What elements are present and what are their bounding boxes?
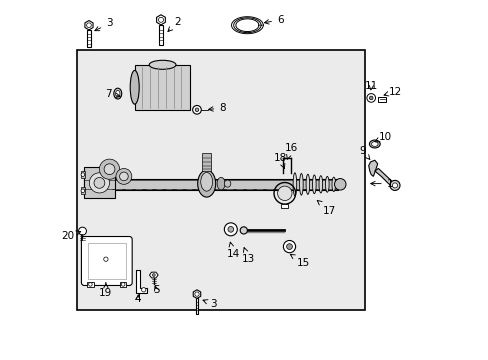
- Polygon shape: [193, 290, 200, 298]
- Text: 17: 17: [317, 201, 336, 216]
- Bar: [159, 25, 163, 45]
- Text: 19: 19: [99, 283, 112, 298]
- Bar: [88, 243, 125, 279]
- Circle shape: [334, 179, 346, 190]
- Circle shape: [158, 17, 163, 22]
- Text: 3: 3: [203, 299, 217, 309]
- Text: 2: 2: [167, 17, 181, 31]
- Polygon shape: [374, 168, 394, 188]
- Circle shape: [120, 172, 128, 181]
- Circle shape: [89, 173, 109, 193]
- Circle shape: [192, 105, 201, 114]
- Bar: [120, 282, 126, 287]
- Ellipse shape: [305, 174, 309, 194]
- Text: 9: 9: [359, 146, 369, 159]
- Polygon shape: [149, 272, 158, 278]
- Text: 5: 5: [153, 285, 159, 295]
- Polygon shape: [136, 270, 147, 293]
- Text: 18: 18: [273, 153, 286, 169]
- Text: 15: 15: [290, 255, 309, 268]
- Bar: [84, 179, 337, 190]
- Circle shape: [104, 164, 115, 175]
- Ellipse shape: [130, 71, 139, 104]
- Ellipse shape: [371, 141, 377, 146]
- Polygon shape: [156, 15, 165, 25]
- Circle shape: [194, 292, 199, 296]
- Circle shape: [79, 227, 86, 235]
- Circle shape: [94, 177, 104, 188]
- Circle shape: [116, 168, 132, 184]
- Text: 10: 10: [374, 132, 391, 142]
- Circle shape: [103, 257, 108, 261]
- Text: 3: 3: [95, 18, 112, 31]
- Circle shape: [227, 226, 233, 232]
- FancyBboxPatch shape: [134, 65, 190, 110]
- Ellipse shape: [149, 60, 176, 69]
- Polygon shape: [85, 21, 93, 30]
- Ellipse shape: [318, 176, 322, 193]
- Circle shape: [368, 96, 372, 100]
- Circle shape: [88, 283, 92, 286]
- Text: 12: 12: [383, 87, 401, 97]
- Ellipse shape: [292, 173, 296, 196]
- Ellipse shape: [114, 88, 122, 99]
- Ellipse shape: [240, 227, 247, 234]
- Polygon shape: [368, 160, 377, 176]
- Bar: [81, 171, 85, 178]
- Ellipse shape: [368, 140, 380, 148]
- Text: 13: 13: [241, 248, 254, 264]
- Circle shape: [99, 159, 120, 179]
- Bar: [84, 167, 115, 198]
- Bar: [281, 204, 288, 208]
- Circle shape: [277, 186, 291, 201]
- Text: 16: 16: [284, 143, 297, 159]
- Bar: [195, 298, 198, 314]
- Text: 8: 8: [208, 103, 225, 113]
- Ellipse shape: [224, 180, 230, 187]
- Circle shape: [389, 180, 399, 190]
- Ellipse shape: [197, 170, 215, 197]
- Circle shape: [392, 183, 397, 188]
- Ellipse shape: [115, 90, 120, 97]
- Text: 14: 14: [226, 242, 239, 259]
- Bar: [87, 30, 90, 47]
- Text: 1: 1: [370, 179, 392, 189]
- Text: 11: 11: [364, 81, 377, 91]
- Circle shape: [141, 288, 145, 292]
- Text: 7: 7: [104, 89, 120, 99]
- Circle shape: [224, 223, 237, 236]
- Text: 6: 6: [264, 15, 283, 25]
- Bar: [81, 187, 85, 194]
- Circle shape: [283, 240, 295, 253]
- Circle shape: [86, 23, 91, 27]
- Ellipse shape: [331, 177, 335, 192]
- Text: 20: 20: [61, 231, 81, 241]
- Bar: [77, 50, 365, 310]
- Ellipse shape: [299, 174, 303, 195]
- Bar: [378, 97, 386, 102]
- Circle shape: [81, 189, 84, 193]
- Circle shape: [286, 244, 292, 249]
- Bar: [87, 282, 94, 287]
- Circle shape: [121, 283, 125, 286]
- Circle shape: [195, 108, 199, 112]
- Circle shape: [366, 94, 375, 102]
- Text: 4: 4: [134, 294, 141, 304]
- Ellipse shape: [325, 176, 328, 192]
- Ellipse shape: [312, 175, 316, 194]
- Ellipse shape: [201, 172, 212, 191]
- Bar: [202, 153, 211, 171]
- Ellipse shape: [217, 177, 224, 190]
- Circle shape: [81, 173, 84, 176]
- FancyBboxPatch shape: [81, 237, 132, 285]
- Circle shape: [152, 274, 155, 276]
